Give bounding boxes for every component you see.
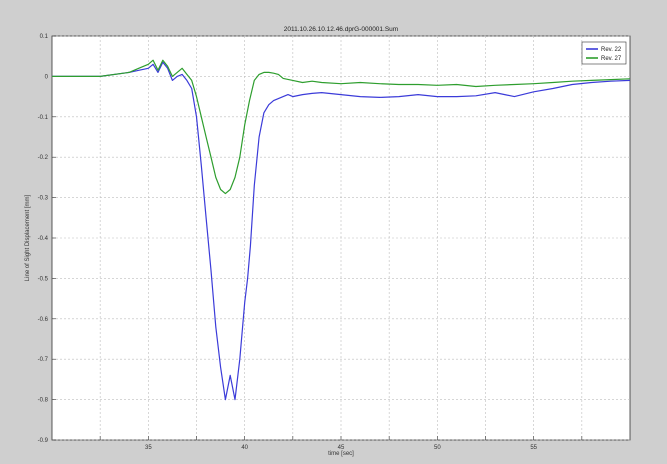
y-tick-label: -0.9 [38, 438, 49, 444]
legend: Rev. 22 Rev. 27 [581, 41, 627, 65]
y-axis-label: Line of Sight Displacement [mm] [25, 194, 31, 281]
x-tick-label: 55 [530, 445, 537, 451]
series-lines [52, 59, 631, 401]
series-line-2 [52, 59, 631, 195]
x-tick-label: 35 [145, 445, 152, 451]
y-tick-label: 0.1 [40, 34, 49, 40]
chart-title: 2011.10.26.10.12.46.dprG-000001.Sum [284, 26, 398, 33]
x-tick-label: 45 [338, 445, 345, 451]
axis-ticks: 0.1 0 -0.1 -0.2 -0.3 -0.4 -0.5 -0.6 -0.7 -0.8 -0.9… [38, 34, 583, 451]
x-tick-label: 40 [241, 445, 248, 451]
y-tick-label: -0.6 [38, 317, 49, 323]
legend-label: Rev. 27 [601, 56, 622, 62]
y-tick-label: -0.3 [38, 196, 49, 202]
x-axis-label: time [sec] [328, 451, 354, 457]
y-tick-label: 0 [45, 74, 49, 80]
y-tick-label: -0.5 [38, 276, 49, 282]
y-tick-label: -0.2 [38, 155, 49, 161]
x-tick-label: 50 [434, 445, 441, 451]
y-tick-label: -0.4 [38, 236, 49, 242]
legend-label: Rev. 22 [601, 47, 622, 53]
y-tick-label: -0.7 [38, 357, 49, 363]
series-line-1 [52, 61, 631, 401]
y-tick-label: -0.1 [38, 115, 49, 121]
grid-lines [52, 35, 630, 441]
y-tick-label: -0.8 [38, 398, 49, 404]
